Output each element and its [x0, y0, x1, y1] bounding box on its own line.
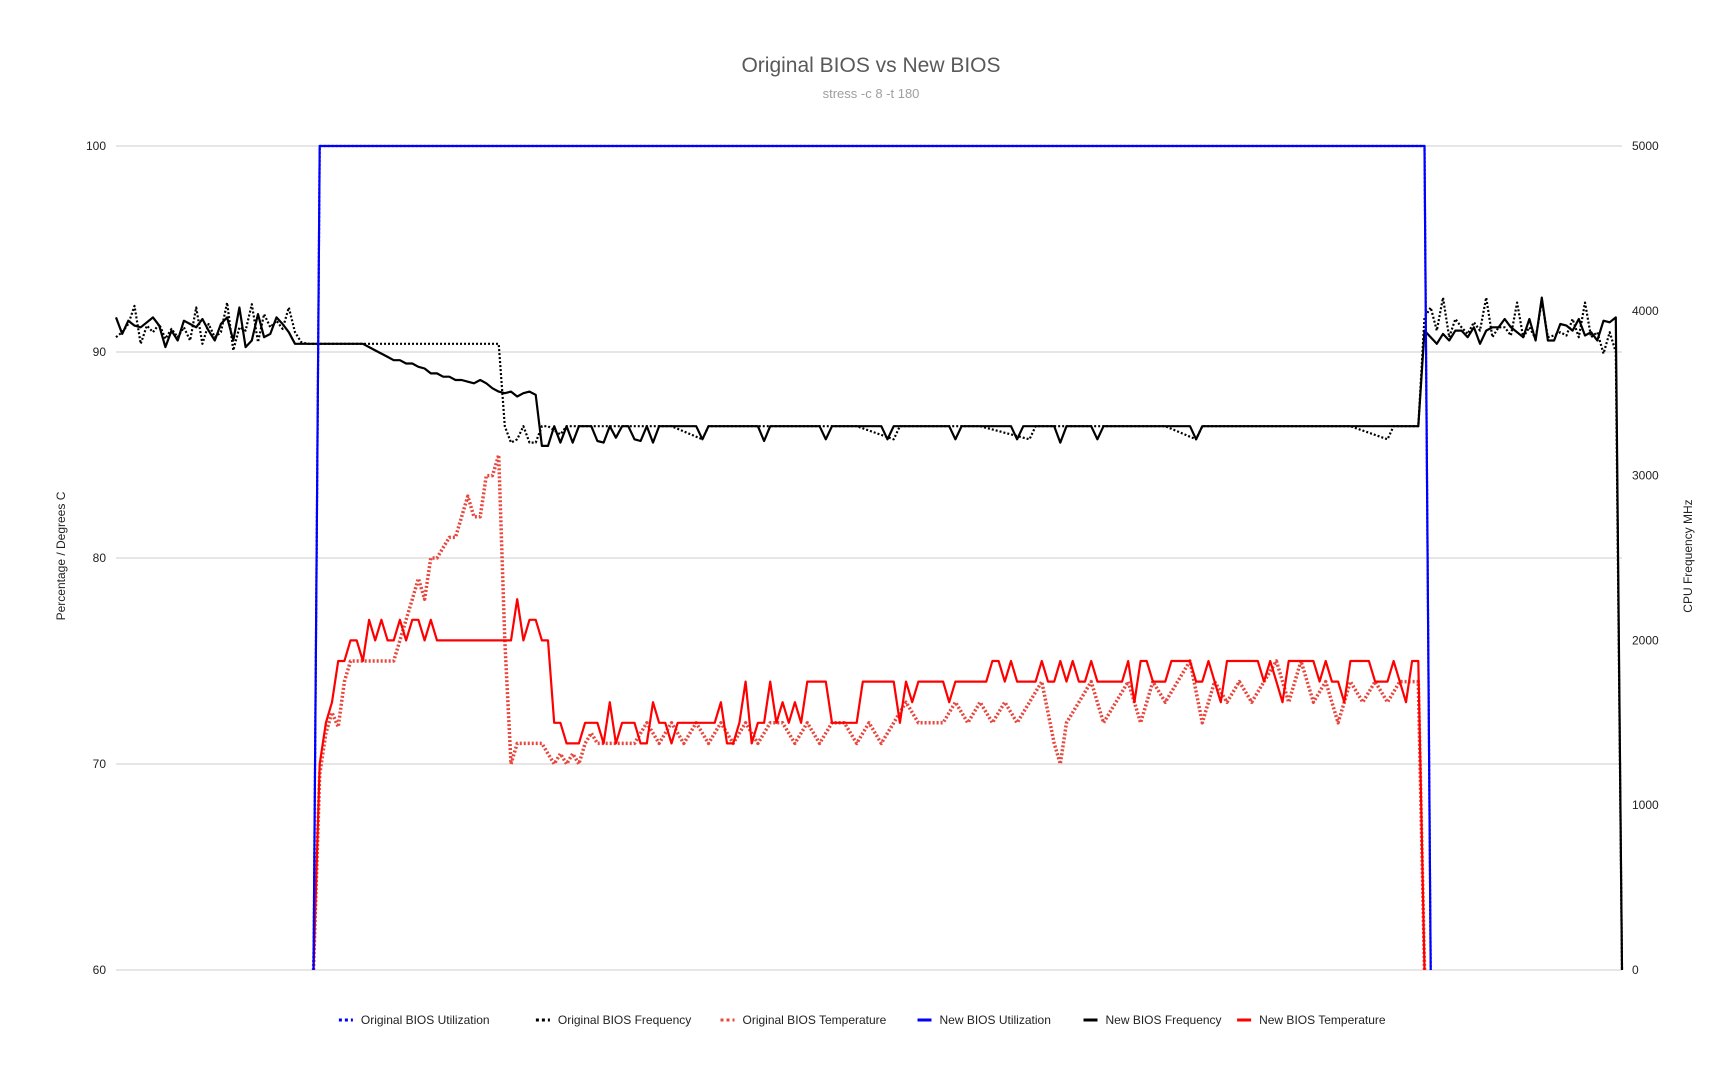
legend-item: New BIOS Utilization [917, 1013, 1051, 1027]
chart-title: Original BIOS vs New BIOS [741, 54, 1000, 77]
legend-label: Original BIOS Utilization [361, 1013, 490, 1027]
legend-item: Original BIOS Frequency [535, 1013, 691, 1027]
right-tick-label: 1000 [1632, 798, 1659, 812]
legend-label: Original BIOS Frequency [558, 1013, 691, 1027]
chart-subtitle: stress -c 8 -t 180 [823, 86, 920, 101]
gridlines [116, 145, 1622, 971]
legend: Original BIOS Utilization Original BIOS F… [338, 1013, 1386, 1027]
series-new-bios-frequency [114, 296, 1624, 971]
legend-label: New BIOS Utilization [940, 1013, 1051, 1027]
right-tick-label: 5000 [1632, 139, 1659, 153]
right-axis-title: CPU Frequency MHz [1681, 499, 1695, 612]
left-tick-label: 80 [93, 551, 107, 565]
legend-item: New BIOS Temperature [1237, 1013, 1386, 1027]
left-tick-label: 70 [93, 757, 107, 771]
series-lines [114, 144, 1624, 971]
right-tick-label: 2000 [1632, 633, 1659, 647]
series-original-bios-temperature [311, 453, 1427, 971]
legend-label: Original BIOS Temperature [743, 1013, 887, 1027]
series-new-bios-temperature [312, 598, 1426, 971]
right-tick-label: 0 [1632, 963, 1639, 977]
legend-item: New BIOS Frequency [1083, 1013, 1222, 1027]
legend-label: New BIOS Frequency [1106, 1013, 1222, 1027]
legend-item: Original BIOS Temperature [720, 1013, 887, 1027]
legend-item: Original BIOS Utilization [338, 1013, 490, 1027]
series-new-bios-utilization [312, 144, 1432, 971]
left-axis-title: Percentage / Degrees C [54, 491, 68, 620]
right-tick-label: 3000 [1632, 469, 1659, 483]
left-tick-label: 60 [93, 963, 107, 977]
left-tick-label: 90 [93, 345, 107, 359]
series-original-bios-frequency [115, 296, 1624, 971]
left-tick-label: 100 [86, 139, 106, 153]
right-tick-label: 4000 [1632, 304, 1659, 318]
legend-label: New BIOS Temperature [1259, 1013, 1386, 1027]
